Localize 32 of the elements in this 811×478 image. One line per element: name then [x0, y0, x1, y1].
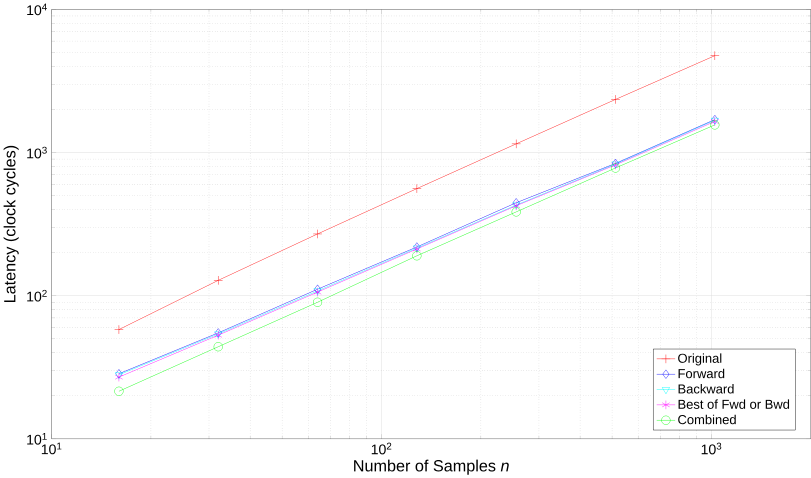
point	[214, 276, 223, 285]
x-tick-label: 10$^{3}$	[702, 442, 722, 454]
legend-label: Backward	[678, 384, 734, 394]
y-tick-label: 10$^{3}$	[27, 146, 47, 158]
point	[312, 229, 322, 238]
point	[512, 139, 521, 148]
point	[214, 328, 222, 338]
y-tick-label: 10$^{1}$	[27, 432, 47, 444]
legend-label: Combined	[678, 414, 736, 424]
x-axis-title: Number of Samples n	[354, 459, 509, 475]
point	[114, 324, 124, 334]
point	[314, 284, 322, 294]
point	[710, 120, 720, 130]
legend-label: Best of Fwd or Bwd	[678, 399, 790, 409]
point	[710, 50, 720, 60]
point	[312, 298, 322, 307]
point	[412, 251, 422, 260]
point	[610, 94, 620, 104]
point	[412, 184, 422, 193]
point	[610, 163, 620, 172]
point	[512, 207, 521, 216]
point	[114, 386, 124, 396]
legend-label: Original	[678, 353, 722, 366]
y-tick-label: 10$^{2}$	[27, 290, 47, 302]
y-axis-title: Latency (clock cycles)	[4, 146, 19, 302]
y-tick-label: 10$^{4}$	[27, 3, 47, 16]
point	[214, 342, 223, 352]
x-tick-label: 10$^{1}$	[42, 442, 62, 454]
legend-label: Forward	[678, 368, 724, 378]
x-tick-label: 10$^{2}$	[372, 442, 392, 454]
point	[115, 369, 122, 378]
point	[512, 198, 520, 208]
